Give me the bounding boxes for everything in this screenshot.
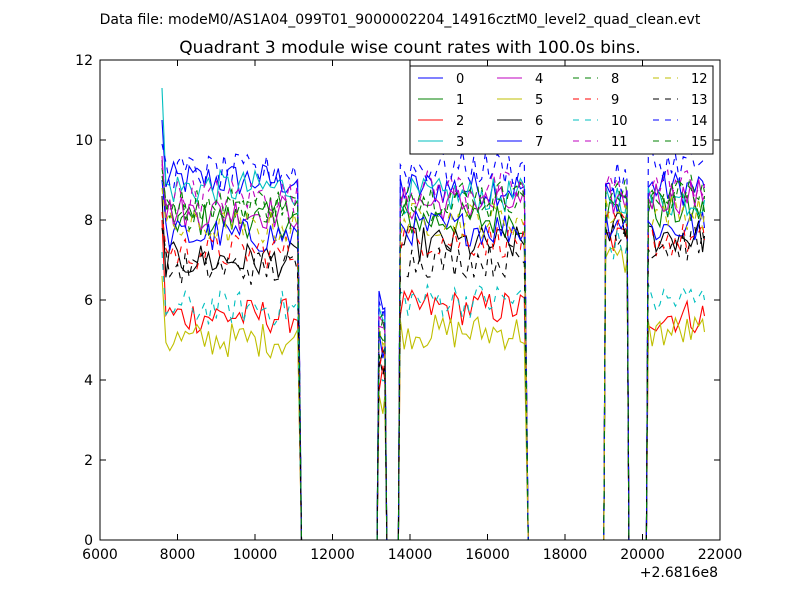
y-tick-label: 4 <box>84 373 93 389</box>
series-line-10 <box>161 228 706 540</box>
plot-area <box>161 87 706 540</box>
series-line-4 <box>161 155 706 540</box>
series-line-7 <box>161 179 706 540</box>
legend-label-12: 12 <box>691 72 708 87</box>
axes: 6000 8000 10000 12000 14000 16000 18000 20000 22… <box>75 53 742 563</box>
legend-label-4: 4 <box>535 72 543 87</box>
legend-label-15: 15 <box>691 135 708 150</box>
series-line-6 <box>161 195 706 540</box>
x-tick-label: 22000 <box>698 547 743 563</box>
legend-label-6: 6 <box>535 114 543 129</box>
data-file-title: Data file: modeM0/AS1A04_099T01_90000022… <box>100 12 701 28</box>
x-tick-label: 18000 <box>543 547 588 563</box>
series-line-1 <box>161 159 706 540</box>
legend-label-13: 13 <box>691 93 708 108</box>
y-tick-label: 10 <box>75 133 93 149</box>
y-tick-label: 8 <box>84 213 93 229</box>
x-tick-label: 16000 <box>465 547 510 563</box>
x-tick-label: 8000 <box>160 547 196 563</box>
series-line-3 <box>161 87 706 540</box>
legend-label-5: 5 <box>535 93 543 108</box>
legend-label-7: 7 <box>535 135 543 150</box>
series-line-5 <box>161 246 706 540</box>
series-line-15 <box>161 175 706 540</box>
y-tick-label: 2 <box>84 453 93 469</box>
x-tick-label: 20000 <box>620 547 665 563</box>
legend-label-2: 2 <box>456 114 464 129</box>
legend-label-3: 3 <box>456 135 464 150</box>
x-axis-offset-label: +2.6816e8 <box>640 565 718 581</box>
x-tick-label: 6000 <box>82 547 118 563</box>
legend-label-0: 0 <box>456 72 464 87</box>
x-tick-label: 10000 <box>233 547 278 563</box>
series-line-13 <box>161 224 706 540</box>
legend-label-10: 10 <box>611 114 628 129</box>
y-tick-label: 12 <box>75 53 93 69</box>
x-tick-label: 12000 <box>310 547 355 563</box>
legend-label-11: 11 <box>611 135 628 150</box>
y-tick-label: 6 <box>84 293 93 309</box>
legend-label-14: 14 <box>691 114 708 129</box>
legend-box <box>409 65 714 155</box>
x-tick-label: 14000 <box>388 547 433 563</box>
y-tick-label: 0 <box>84 533 93 549</box>
legend-label-9: 9 <box>611 93 619 108</box>
series-line-9 <box>161 210 706 540</box>
series-line-12 <box>161 187 706 540</box>
series-line-11 <box>161 163 706 540</box>
series-line-2 <box>161 219 706 540</box>
legend-label-8: 8 <box>611 72 619 87</box>
legend-label-1: 1 <box>456 93 464 108</box>
chart-title: Quadrant 3 module wise count rates with … <box>179 38 640 58</box>
